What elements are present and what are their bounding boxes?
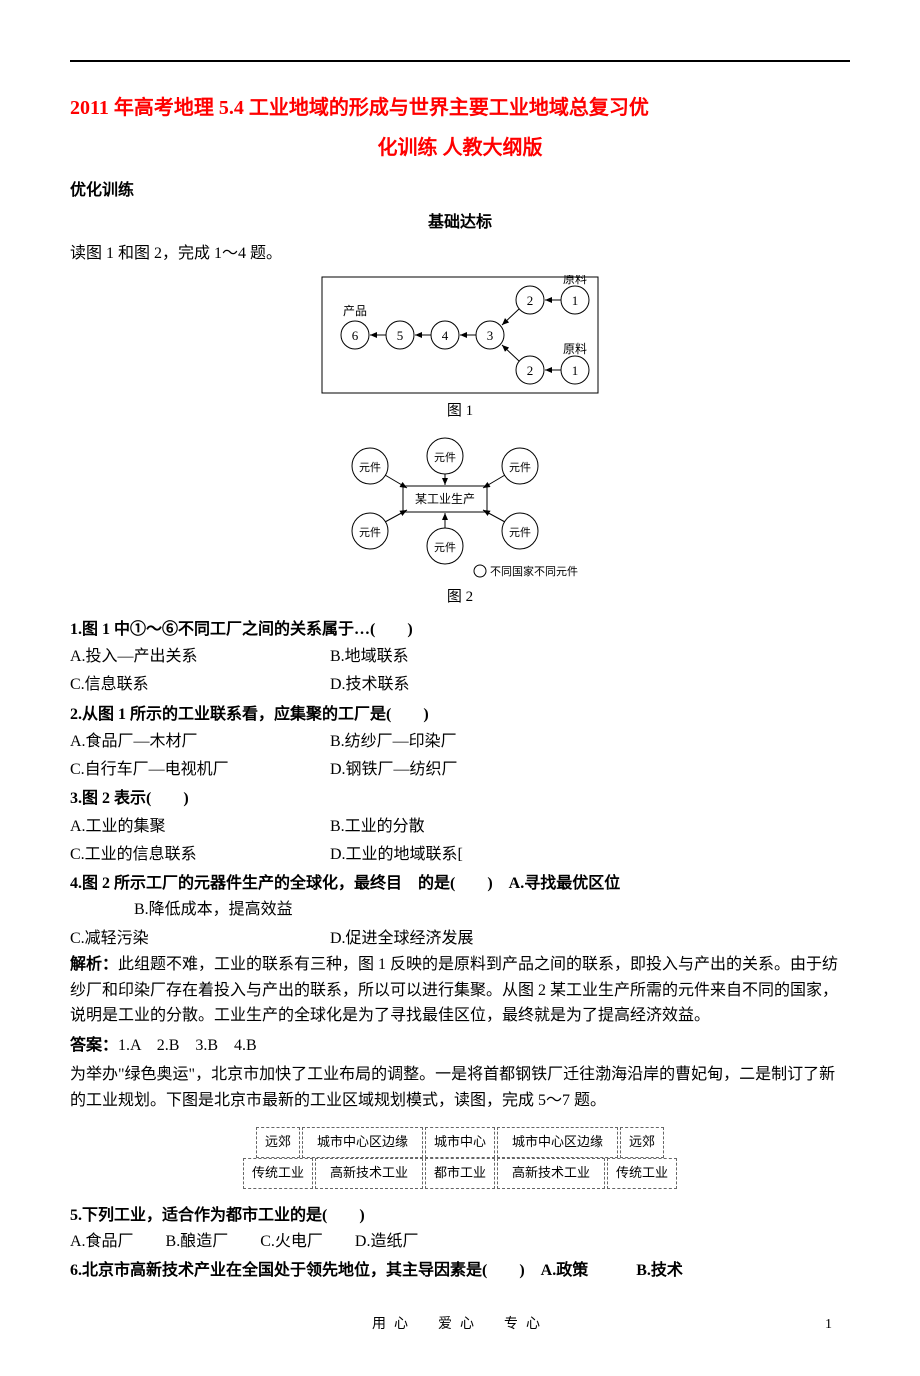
- fig1-node-5: 5: [397, 328, 404, 343]
- fig1-node-1b: 1: [572, 363, 579, 378]
- question-6: 6.北京市高新技术产业在全国处于领先地位，其主导因素是( ) A.政策 B.技术: [70, 1258, 850, 1284]
- svg-text:元件: 元件: [509, 526, 531, 539]
- fig1-product-label: 产品: [343, 304, 367, 318]
- question-4-line2: B.降低成本，提高效益: [70, 897, 850, 923]
- fig2-center-label: 某工业生产: [415, 492, 475, 506]
- fig1-node-2a: 2: [527, 293, 534, 308]
- fig1-node-4: 4: [442, 328, 449, 343]
- question-1: 1.图 1 中①～⑥不同工厂之间的关系属于…( ): [70, 617, 850, 643]
- answers-1: 答案：1.A 2.B 3.B 4.B: [70, 1033, 850, 1059]
- svg-text:元件: 元件: [434, 541, 456, 554]
- svg-text:元件: 元件: [434, 451, 456, 464]
- fig1-node-1a: 1: [572, 293, 579, 308]
- q5-options: A.食品厂 B.酿造厂 C.火电厂 D.造纸厂: [70, 1229, 850, 1255]
- q4-options-cd: C.减轻污染D.促进全球经济发展: [70, 926, 850, 952]
- fig1-raw-label-2: 原料: [563, 342, 587, 356]
- main-title-line1: 2011 年高考地理 5.4 工业地域的形成与世界主要工业地域总复习优: [70, 92, 850, 124]
- q1-options-ab: A.投入—产出关系B.地域联系: [70, 644, 850, 670]
- practice-section-label: 优化训练: [70, 178, 850, 204]
- svg-text:元件: 元件: [509, 461, 531, 474]
- q1-options-cd: C.信息联系D.技术联系: [70, 672, 850, 698]
- fig1-raw-label-1: 原料: [563, 275, 587, 286]
- figure-2-caption: 图 2: [70, 585, 850, 609]
- horizontal-rule: [70, 60, 850, 62]
- q2-options-cd: C.自行车厂—电视机厂D.钢铁厂—纺织厂: [70, 757, 850, 783]
- figure-2: 元件 元件 元件 元件 元件 元件 某工业生产 不同国家不同元件 图 2: [70, 431, 850, 609]
- figure-1: 6 产品 5 4 3 2 2 1 原料 1 原料: [70, 275, 850, 423]
- question-2: 2.从图 1 所示的工业联系看，应集聚的工厂是( ): [70, 702, 850, 728]
- figure-3-row1: 远郊城市中心区边缘城市中心城市中心区边缘远郊: [70, 1127, 850, 1158]
- figure-3-row2: 传统工业高新技术工业都市工业高新技术工业传统工业: [70, 1158, 850, 1189]
- svg-text:元件: 元件: [359, 461, 381, 474]
- page-footer: 用心 爱心 专心 1: [70, 1314, 850, 1336]
- question-4: 4.图 2 所示工厂的元器件生产的全球化，最终目 的是( ) A.寻找最优区位: [70, 871, 850, 897]
- figure-1-caption: 图 1: [70, 399, 850, 423]
- fig1-node-2b: 2: [527, 363, 534, 378]
- explanation-1: 解析：此组题不难，工业的联系有三种，图 1 反映的是原料到产品之间的联系，即投入…: [70, 952, 850, 1029]
- fig1-node-3: 3: [487, 328, 494, 343]
- intro-text-1: 读图 1 和图 2，完成 1～4 题。: [70, 241, 850, 267]
- fig2-legend: 不同国家不同元件: [490, 564, 578, 578]
- question-5: 5.下列工业，适合作为都市工业的是( ): [70, 1203, 850, 1229]
- question-3: 3.图 2 表示( ): [70, 786, 850, 812]
- fig1-node-6: 6: [352, 328, 359, 343]
- main-title-line2: 化训练 人教大纲版: [70, 132, 850, 164]
- q2-options-ab: A.食品厂—木材厂B.纺纱厂—印染厂: [70, 729, 850, 755]
- svg-text:元件: 元件: [359, 526, 381, 539]
- q3-options-ab: A.工业的集聚B.工业的分散: [70, 814, 850, 840]
- q3-options-cd: C.工业的信息联系D.工业的地域联系[: [70, 842, 850, 868]
- basic-section-label: 基础达标: [70, 210, 850, 236]
- intro-text-2: 为举办"绿色奥运"，北京市加快了工业布局的调整。一是将首都钢铁厂迁往渤海沿岸的曹…: [70, 1062, 850, 1113]
